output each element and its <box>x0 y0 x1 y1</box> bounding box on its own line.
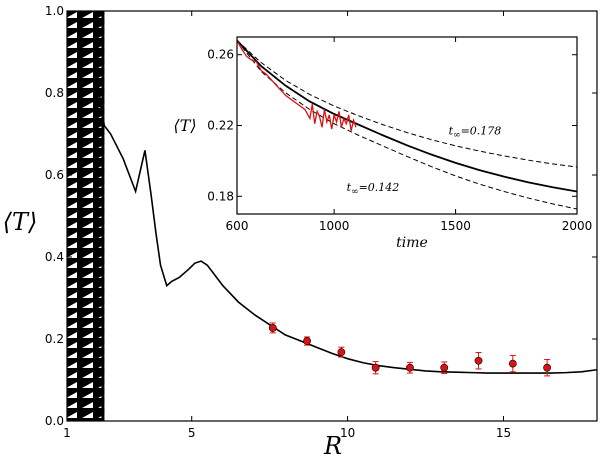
main-y-tick-label: 0.6 <box>45 168 64 182</box>
inset-y-tick-label: 0.18 <box>207 189 234 203</box>
data-marker <box>268 324 277 332</box>
main-y-axis-label: ⟨T⟩ <box>3 208 38 236</box>
data-marker <box>440 363 449 372</box>
inset-chart: 600 1000 1500 2000 0.18 0.22 0.26 time ⟨T⟩ t∞=… <box>173 36 592 251</box>
hatched-wall-edge <box>101 11 105 421</box>
inset-x-tick-label: 1500 <box>440 219 471 233</box>
main-profile-line <box>97 84 597 374</box>
hatched-wall-region <box>67 11 105 421</box>
data-point <box>474 352 483 370</box>
data-marker <box>543 363 552 372</box>
data-marker <box>303 337 311 345</box>
data-point <box>543 359 552 377</box>
data-point <box>371 361 380 375</box>
main-chart: 1 5 10 150.00.20.40.60.81.0 R ⟨T⟩ <box>3 4 598 459</box>
main-axis-ticks: 1 5 10 150.00.20.40.60.81.0 <box>45 4 597 440</box>
main-y-tick-label: 0.8 <box>45 86 64 100</box>
data-marker <box>474 356 483 365</box>
main-x-tick-label: 10 <box>340 426 355 440</box>
data-point <box>268 322 277 334</box>
inset-upper-dashed-line <box>237 40 577 168</box>
data-point <box>406 361 414 374</box>
main-axes-frame <box>66 10 598 422</box>
inset-x-tick-label: 2000 <box>562 219 593 233</box>
main-x-tick-label: 15 <box>496 426 511 440</box>
inset-lower-dashed-line <box>237 40 577 210</box>
main-x-axis-label: R <box>323 432 342 459</box>
inset-x-tick-label: 1000 <box>319 219 350 233</box>
main-plot-area: 1 5 10 150.00.20.40.60.81.0 <box>45 4 598 440</box>
main-y-tick-label: 0.0 <box>45 414 64 428</box>
main-y-tick-label: 0.4 <box>45 250 64 264</box>
inset-annotation: t∞=0.142 <box>347 181 400 197</box>
data-point <box>440 361 449 374</box>
data-point <box>508 354 517 373</box>
inset-background <box>237 37 577 214</box>
data-marker <box>371 363 380 372</box>
inset-x-axis-label: time <box>396 235 428 251</box>
main-y-tick-label: 0.2 <box>45 332 64 346</box>
inset-axis-ticks: 600 1000 1500 2000 0.18 0.22 0.26 <box>207 37 592 233</box>
main-x-tick-label: 5 <box>188 426 196 440</box>
inset-simulation-line <box>237 40 357 131</box>
inset-y-axis-label: ⟨T⟩ <box>173 116 196 135</box>
inset-annotations: t∞=0.178 t∞=0.142 <box>347 124 502 197</box>
inset-fit-line <box>237 39 577 193</box>
data-point <box>303 336 311 346</box>
data-point <box>337 346 346 358</box>
inset-x-tick-label: 600 <box>226 219 249 233</box>
data-marker <box>337 348 346 357</box>
inset-annotation: t∞=0.178 <box>449 124 502 140</box>
inset-y-tick-label: 0.22 <box>207 119 234 133</box>
main-y-tick-label: 1.0 <box>45 4 64 18</box>
data-marker <box>406 363 414 372</box>
data-marker <box>508 359 517 368</box>
main-data-points <box>268 322 552 377</box>
main-x-tick-label: 1 <box>63 426 71 440</box>
inset-y-tick-label: 0.26 <box>207 48 234 62</box>
